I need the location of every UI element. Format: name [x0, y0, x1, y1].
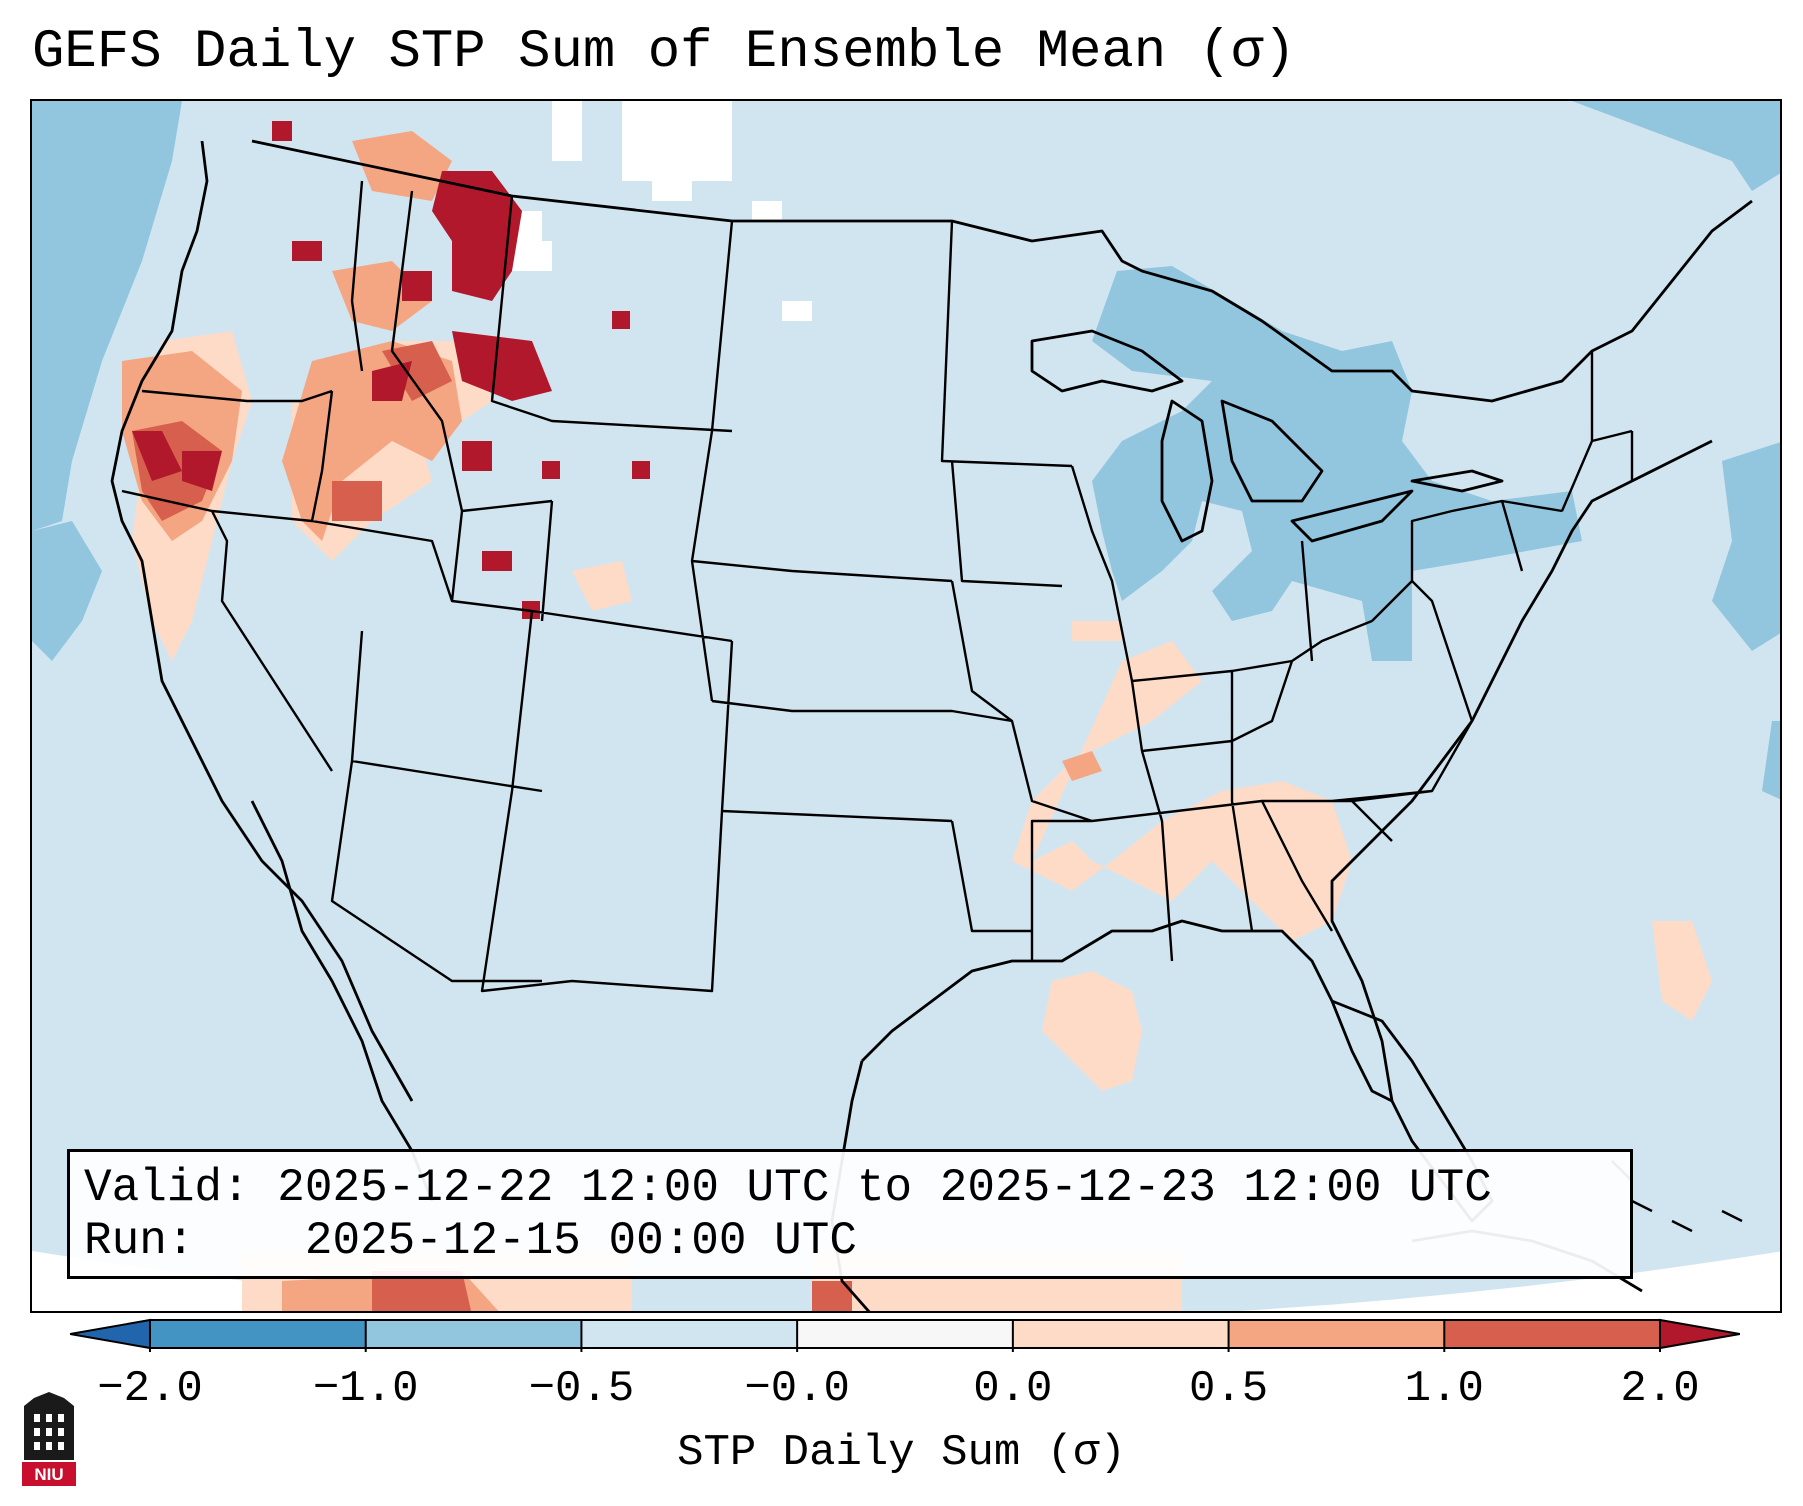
lake-superior	[1030, 329, 1184, 393]
run-value: 2025-12-15 00:00 UTC	[304, 1215, 857, 1267]
colorbar-bin	[150, 1320, 367, 1348]
valid-value: 2025-12-22 12:00 UTC to 2025-12-23 12:00…	[277, 1162, 1492, 1214]
logo-text: NIU	[34, 1465, 63, 1484]
colorbar-bin	[1228, 1320, 1445, 1348]
colorbar-bin	[365, 1320, 582, 1348]
colorbar-bin	[1444, 1320, 1661, 1348]
state-lines	[121, 180, 1634, 993]
near-zero-areas	[502, 101, 812, 321]
us-canada-border	[251, 139, 1753, 403]
lake-huron	[1220, 399, 1324, 503]
colorbar-tick-label: −2.0	[97, 1364, 203, 1414]
colorbar	[70, 1318, 1740, 1352]
colorbar-tick-label: 0.0	[973, 1364, 1053, 1414]
colorbar-tick-label: −1.0	[312, 1364, 419, 1414]
colorbar-ticks	[149, 1320, 1661, 1352]
map-svg	[32, 101, 1780, 1311]
caribbean-islands	[1611, 1160, 1743, 1233]
colorbar-bin	[1012, 1320, 1230, 1348]
logo-windows	[34, 1414, 64, 1450]
colorbar-bin	[581, 1320, 798, 1348]
run-row: Run: 2025-12-15 00:00 UTC	[84, 1215, 1630, 1268]
lake-michigan	[1160, 399, 1214, 543]
baja-coastline	[250, 800, 434, 1202]
colorbar-bin	[797, 1320, 1014, 1348]
colorbar-tick-label: −0.5	[528, 1364, 635, 1414]
run-label: Run:	[84, 1215, 195, 1267]
negative-anomaly-areas	[32, 101, 1780, 800]
lake-erie	[1290, 489, 1414, 543]
colorbar-extend-low	[70, 1318, 151, 1350]
valid-row: Valid: 2025-12-22 12:00 UTC to 2025-12-2…	[84, 1162, 1630, 1215]
niu-logo: NIU	[22, 1392, 76, 1486]
colorbar-extend-high	[1659, 1318, 1740, 1350]
lake-ontario	[1410, 469, 1504, 493]
colorbar-label: STP Daily Sum (σ)	[677, 1428, 1126, 1478]
colorbar-tick-label: −0.0	[744, 1364, 850, 1414]
very-high-positive-areas	[132, 121, 650, 619]
colorbar-tick-label: 2.0	[1620, 1364, 1700, 1414]
map-title: GEFS Daily STP Sum of Ensemble Mean (σ)	[32, 22, 1296, 83]
valid-label: Valid:	[84, 1162, 250, 1214]
valid-time-box: Valid: 2025-12-22 12:00 UTC to 2025-12-2…	[67, 1149, 1633, 1279]
colorbar-tick-label: 0.5	[1188, 1364, 1269, 1414]
map-panel	[30, 99, 1782, 1313]
model-domain	[32, 101, 1780, 1311]
colorbar-bins	[70, 1318, 1740, 1350]
colorbar-tick-label: 1.0	[1404, 1364, 1484, 1414]
west-coastline	[110, 140, 414, 1102]
